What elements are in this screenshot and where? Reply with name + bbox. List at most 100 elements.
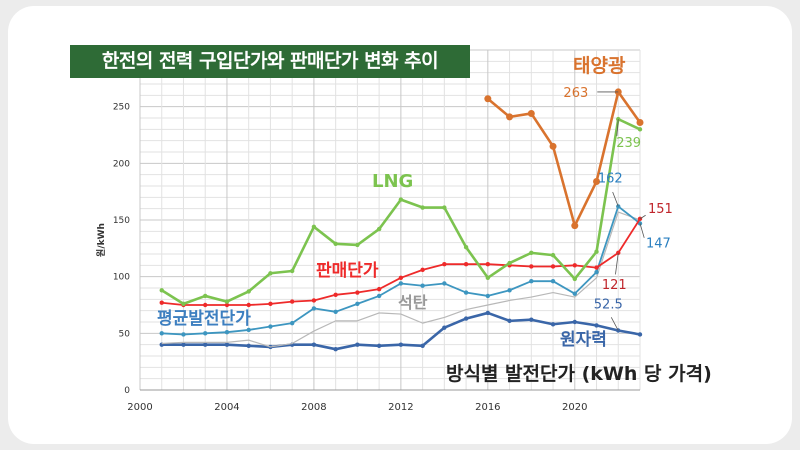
series-label-lng: LNG xyxy=(372,171,414,192)
data-label: 263 xyxy=(563,86,588,101)
data-label: 52.5 xyxy=(594,298,623,313)
series-label-coal: 석탄 xyxy=(398,293,428,312)
data-point xyxy=(355,342,360,347)
data-point xyxy=(246,302,251,308)
data-point xyxy=(398,197,404,202)
data-point xyxy=(333,309,338,314)
x-tick-label: 2008 xyxy=(301,402,326,413)
data-point xyxy=(398,342,404,347)
data-point xyxy=(376,226,382,232)
data-point xyxy=(311,224,317,229)
data-point xyxy=(181,342,186,347)
x-tick-label: 2016 xyxy=(475,402,500,413)
chart-card xyxy=(8,6,792,444)
data-point xyxy=(442,325,447,330)
x-tick-label: 2000 xyxy=(127,402,152,413)
data-point xyxy=(594,249,599,254)
data-point xyxy=(333,241,338,246)
data-point xyxy=(420,283,425,288)
leader-line xyxy=(610,317,619,331)
y-tick-label: 0 xyxy=(124,386,130,396)
data-point xyxy=(529,264,534,269)
data-point xyxy=(203,302,208,308)
data-point xyxy=(442,205,447,210)
data-point xyxy=(355,290,360,295)
data-point xyxy=(549,142,557,150)
chart-title: 한전의 전력 구입단가와 판매단가 변화 추이 xyxy=(70,45,470,78)
data-point xyxy=(507,288,512,293)
leader-line xyxy=(639,214,646,220)
data-point xyxy=(203,342,208,347)
data-label: 239 xyxy=(616,136,641,151)
y-tick-label: 100 xyxy=(113,273,130,283)
data-point xyxy=(463,245,469,250)
data-point xyxy=(333,347,338,352)
data-point xyxy=(594,323,599,328)
y-tick-label: 250 xyxy=(113,103,130,113)
data-point xyxy=(355,242,360,248)
series-label-solar: 태양광 xyxy=(573,55,626,77)
data-point xyxy=(376,286,382,292)
x-tick-label: 2020 xyxy=(562,402,587,413)
leader-line xyxy=(639,223,645,238)
data-point xyxy=(507,260,512,266)
data-point xyxy=(637,332,643,337)
data-point xyxy=(268,271,273,276)
data-point xyxy=(289,320,295,326)
data-point xyxy=(311,298,317,303)
series-label-average: 평균발전단가 xyxy=(157,309,251,329)
data-point xyxy=(442,262,447,267)
data-point xyxy=(636,119,644,127)
data-point xyxy=(181,332,186,337)
data-point xyxy=(572,276,577,282)
data-point xyxy=(355,301,360,307)
leader-line xyxy=(615,252,619,275)
data-point xyxy=(550,252,556,258)
data-point xyxy=(420,267,425,273)
series-label-sales: 판매단가 xyxy=(316,261,379,281)
data-point xyxy=(637,127,643,132)
data-point xyxy=(485,262,491,267)
data-point xyxy=(572,319,577,325)
data-point xyxy=(485,310,491,316)
data-point xyxy=(398,275,404,280)
series-label-nuclear: 원자력 xyxy=(560,330,607,350)
data-point xyxy=(463,262,469,267)
data-point xyxy=(311,342,317,347)
leader-line xyxy=(616,119,619,136)
data-point xyxy=(463,290,469,295)
data-point xyxy=(529,279,534,284)
data-point xyxy=(572,291,577,296)
data-point xyxy=(529,250,534,256)
data-point xyxy=(420,205,425,210)
data-point xyxy=(593,177,601,185)
series-line xyxy=(161,211,641,348)
data-point xyxy=(376,343,382,348)
data-point xyxy=(463,316,469,321)
data-point xyxy=(507,318,512,324)
data-label: 147 xyxy=(646,236,671,251)
data-point xyxy=(550,279,556,284)
data-point xyxy=(529,317,534,322)
series-line xyxy=(486,90,642,227)
x-tick-label: 2004 xyxy=(214,402,239,413)
data-point xyxy=(442,281,447,286)
data-label: 151 xyxy=(648,202,673,217)
data-point xyxy=(289,299,295,304)
data-point xyxy=(550,322,556,327)
data-point xyxy=(550,264,556,269)
data-point xyxy=(311,306,317,311)
x-tick-label: 2012 xyxy=(388,402,413,413)
data-point xyxy=(398,281,404,286)
data-point xyxy=(268,324,273,329)
data-label: 121 xyxy=(602,278,627,293)
data-point xyxy=(203,293,208,299)
data-point xyxy=(246,327,251,333)
data-point xyxy=(289,268,295,274)
data-point xyxy=(506,113,514,121)
data-point xyxy=(224,342,230,347)
data-point xyxy=(224,302,230,308)
data-point xyxy=(594,269,599,275)
data-point xyxy=(159,288,164,293)
